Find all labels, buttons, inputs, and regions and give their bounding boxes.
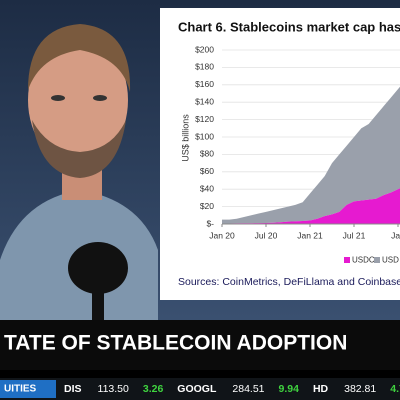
hair: [28, 24, 131, 92]
x-tick-label: Jul 20: [255, 230, 278, 240]
ticker-change: 4.77: [390, 383, 400, 395]
chart: Chart 6. Stablecoins market cap has US$ …: [178, 19, 400, 288]
presenter: [0, 24, 158, 320]
y-tick-label: $100: [195, 131, 214, 141]
microphone-stand: [92, 290, 104, 320]
ticker-section-box: [0, 380, 56, 398]
area: [222, 86, 400, 224]
y-tick-label: $40: [200, 183, 214, 193]
legend-swatch: [374, 257, 380, 263]
legend-label: USD: [382, 256, 399, 265]
ticker-change: 9.94: [279, 383, 300, 395]
ticker-bar: [0, 378, 400, 400]
x-tick-label: Jan 20: [209, 230, 235, 240]
y-tick-label: $120: [195, 114, 214, 124]
chart-title: Chart 6. Stablecoins market cap has: [178, 19, 400, 34]
banner-title: TATE OF STABLECOIN ADOPTION: [4, 332, 347, 355]
ticker-symbol: GOOGL: [177, 383, 217, 395]
eye: [93, 95, 107, 101]
y-tick-label: $60: [200, 166, 214, 176]
area: [222, 188, 400, 224]
x-tick-label: Jan: [391, 230, 400, 240]
microphone: [68, 242, 128, 294]
y-tick-label: $20: [200, 201, 214, 211]
y-tick-label: $180: [195, 62, 214, 72]
y-tick-label: $160: [195, 79, 214, 89]
y-tick-label: $140: [195, 96, 214, 106]
ticker-section: UITIES: [4, 384, 37, 395]
legend-label: USDC: [352, 256, 375, 265]
ticker-price: 113.50: [98, 383, 129, 395]
legend-swatch: [344, 257, 350, 263]
beard: [32, 120, 126, 178]
ticker-price: 284.51: [232, 383, 264, 395]
ticker-symbol: DIS: [64, 383, 82, 395]
ticker-symbol: HD: [313, 383, 329, 395]
y-tick-label: $200: [195, 44, 214, 54]
y-tick-label: $80: [200, 149, 214, 159]
ticker-price: 382.81: [344, 383, 376, 395]
face: [28, 34, 128, 166]
x-tick-label: Jan 21: [297, 230, 323, 240]
banner: [0, 320, 400, 370]
eye: [51, 95, 65, 101]
x-tick-label: Jul 21: [343, 230, 366, 240]
source: Sources: CoinMetrics, DeFiLlama and Coin…: [178, 276, 400, 288]
ticker-change: 3.26: [143, 383, 164, 395]
y-axis-label: US$ billions: [180, 114, 190, 162]
y-tick-label: $-: [206, 218, 214, 228]
